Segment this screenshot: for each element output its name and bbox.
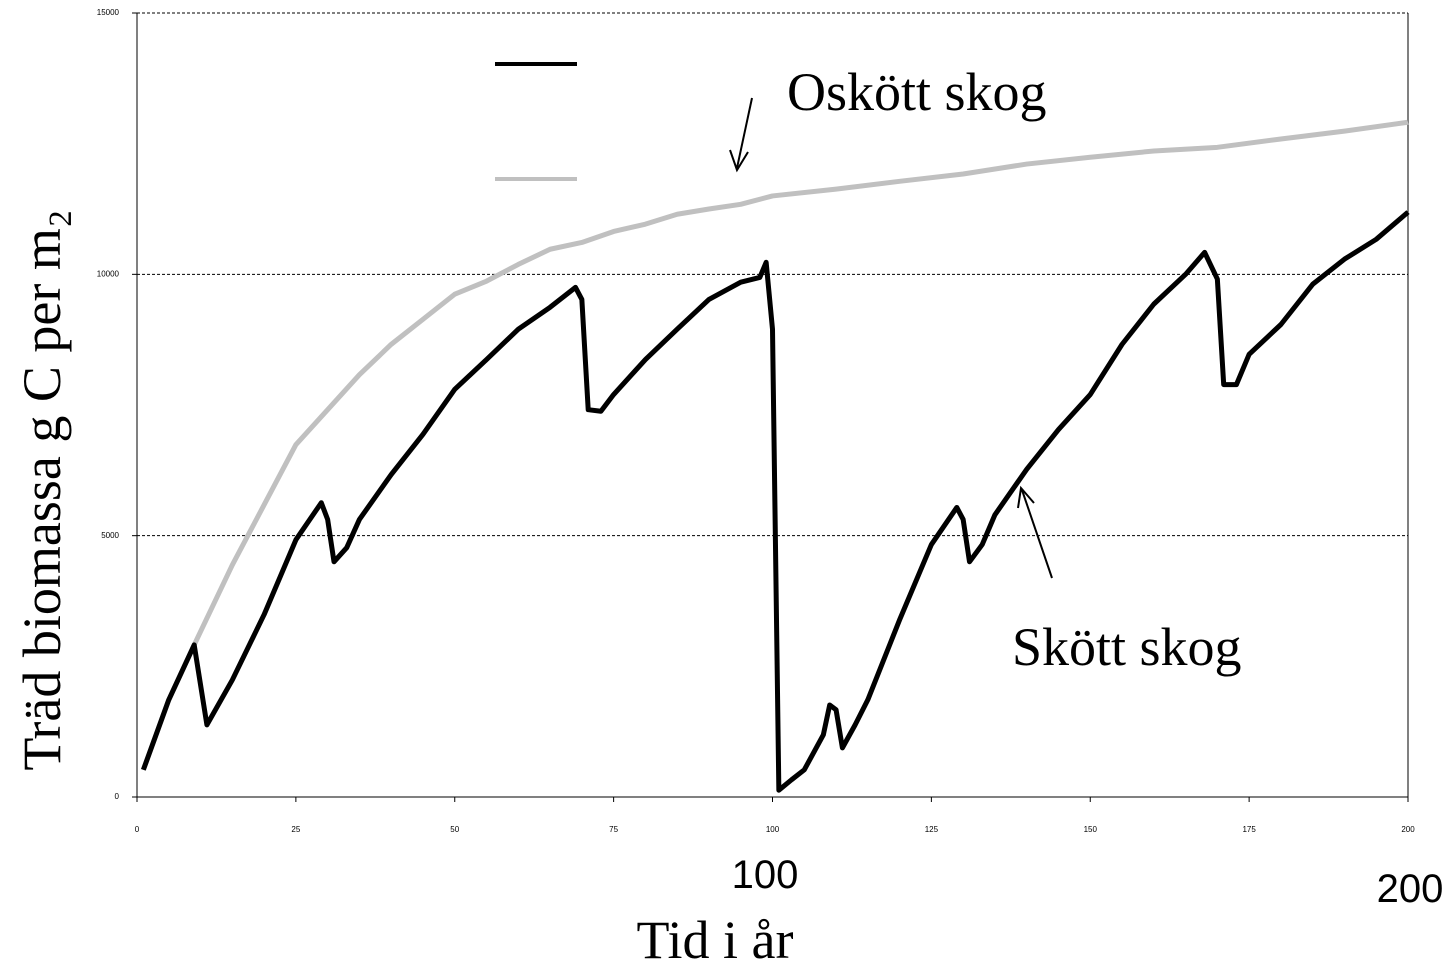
arrow-head [729, 149, 749, 173]
x-tick-label: 75 [609, 825, 618, 834]
y-tick-label: 0 [115, 792, 120, 801]
x-tick-label: 25 [291, 825, 300, 834]
y-tick-label: 10000 [97, 269, 120, 278]
arrow [736, 97, 753, 169]
x-tick-label: 175 [1242, 825, 1256, 834]
annotation: 200 [1377, 867, 1444, 911]
series-annotation: Skött skog [1012, 617, 1242, 677]
y-axis-label: Träd biomassa g C per m₂ [12, 209, 72, 770]
x-axis-label: Tid i år [636, 910, 793, 967]
x-tick-label: 200 [1401, 825, 1415, 834]
annotation: 100 [732, 853, 799, 897]
line-series [141, 119, 1409, 771]
x-tick-label: 50 [450, 825, 459, 834]
y-tick-label: 15000 [97, 8, 120, 17]
arrow-head [1017, 485, 1035, 509]
x-tick-label: 125 [925, 825, 939, 834]
x-tick-label: 0 [135, 825, 140, 834]
arrow [1021, 489, 1053, 579]
x-tick-label: 150 [1084, 825, 1098, 834]
series-annotation: Oskött skog [787, 62, 1047, 122]
x-tick-label: 100 [766, 825, 780, 834]
y-tick-label: 5000 [101, 531, 119, 540]
line-series [141, 210, 1410, 793]
